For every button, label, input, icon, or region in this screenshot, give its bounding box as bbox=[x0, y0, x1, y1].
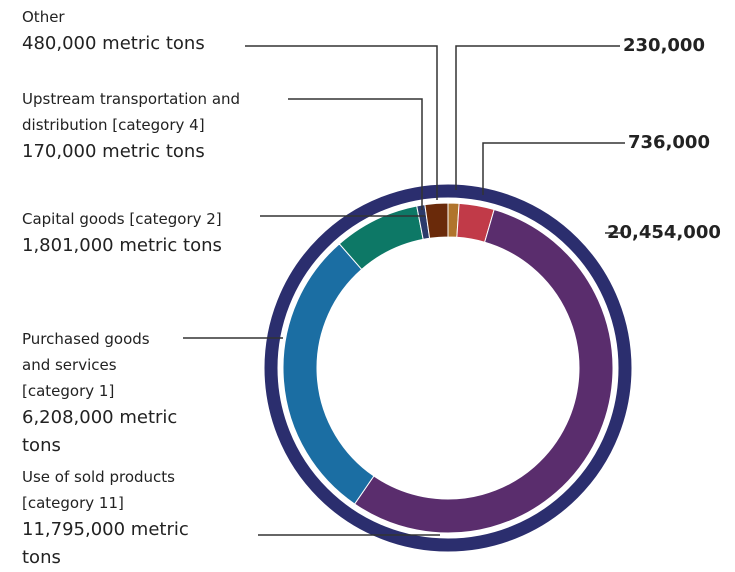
segment-name: Upstream transportation and distribution… bbox=[22, 90, 241, 134]
segment-name: Other bbox=[22, 8, 65, 26]
segment-value-label: 736,000 bbox=[628, 132, 710, 153]
outer-ring-value-label: 20,454,000 bbox=[607, 222, 721, 243]
donut-segment bbox=[353, 208, 614, 534]
segment-value-label: 6,208,000 metric tons bbox=[22, 407, 178, 456]
leader-lines bbox=[183, 45, 625, 536]
segment-label: Capital goods [category 2] 1,801,000 metr… bbox=[22, 206, 262, 260]
segment-name: Use of sold products [category 11] bbox=[22, 468, 175, 512]
outer-ring bbox=[264, 184, 632, 552]
leader-line bbox=[482, 142, 625, 195]
segment-value-label: 11,795,000 metric tons bbox=[22, 519, 189, 568]
leader-line bbox=[245, 45, 438, 200]
leader-line bbox=[455, 45, 620, 190]
segment-name: Purchased goods and services [category 1… bbox=[22, 330, 150, 400]
segment-label: Use of sold products [category 11] 11,795… bbox=[22, 464, 194, 572]
segment-value-label: 1,801,000 metric tons bbox=[22, 235, 222, 256]
donut-segment bbox=[424, 202, 449, 239]
chart bbox=[183, 45, 632, 552]
segment-label: Other 480,000 metric tons bbox=[22, 4, 262, 58]
leader-line bbox=[288, 98, 423, 210]
segment-label: Purchased goods and services [category 1… bbox=[22, 326, 182, 460]
segment-name: Capital goods [category 2] bbox=[22, 210, 222, 228]
segment-value-label: 230,000 bbox=[623, 35, 705, 56]
segment-value-label: 170,000 metric tons bbox=[22, 141, 205, 162]
segment-label: Upstream transportation and distribution… bbox=[22, 86, 284, 166]
page: (() => { const data = JSON.parse(documen… bbox=[22, 4, 721, 568]
segment-value-label: 480,000 metric tons bbox=[22, 33, 205, 54]
